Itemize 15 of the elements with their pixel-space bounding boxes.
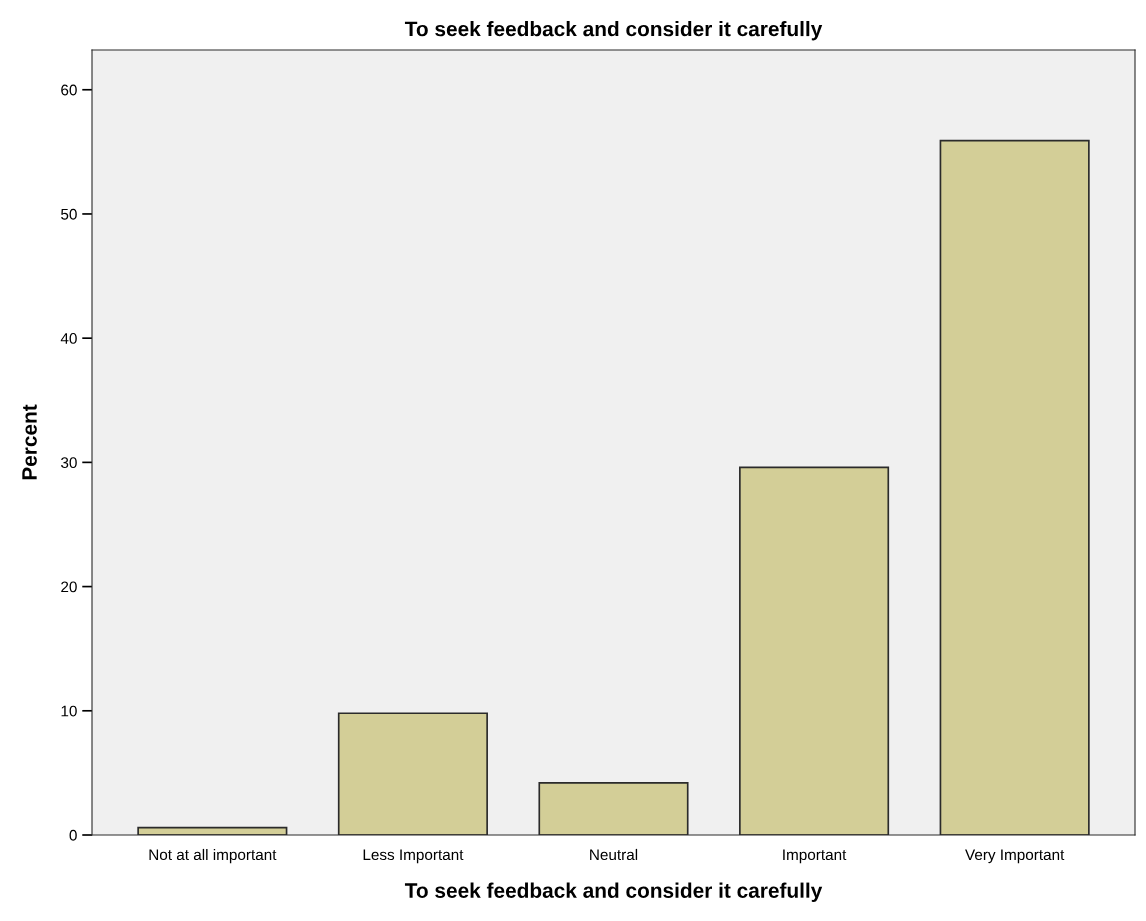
y-tick-label: 20 bbox=[61, 581, 77, 593]
y-tick-label: 10 bbox=[61, 705, 77, 717]
y-tick-label: 30 bbox=[61, 457, 77, 469]
x-tick-label: Not at all important bbox=[149, 848, 277, 864]
y-axis-title: Percent bbox=[22, 404, 37, 480]
x-axis-title: To seek feedback and consider it carefully bbox=[404, 882, 823, 902]
y-tick-label: 0 bbox=[69, 829, 77, 841]
x-tick-label: Less Important bbox=[363, 849, 464, 864]
x-tick-label: Important bbox=[783, 849, 847, 864]
chart-title: To seek feedback and consider it carefully bbox=[404, 21, 823, 41]
x-tick-label: Neutral bbox=[590, 848, 638, 861]
y-tick-label: 50 bbox=[61, 208, 77, 220]
y-tick-label: 40 bbox=[60, 333, 77, 344]
y-tick-label: 60 bbox=[61, 84, 77, 96]
x-tick-label: Very Important bbox=[965, 849, 1065, 864]
